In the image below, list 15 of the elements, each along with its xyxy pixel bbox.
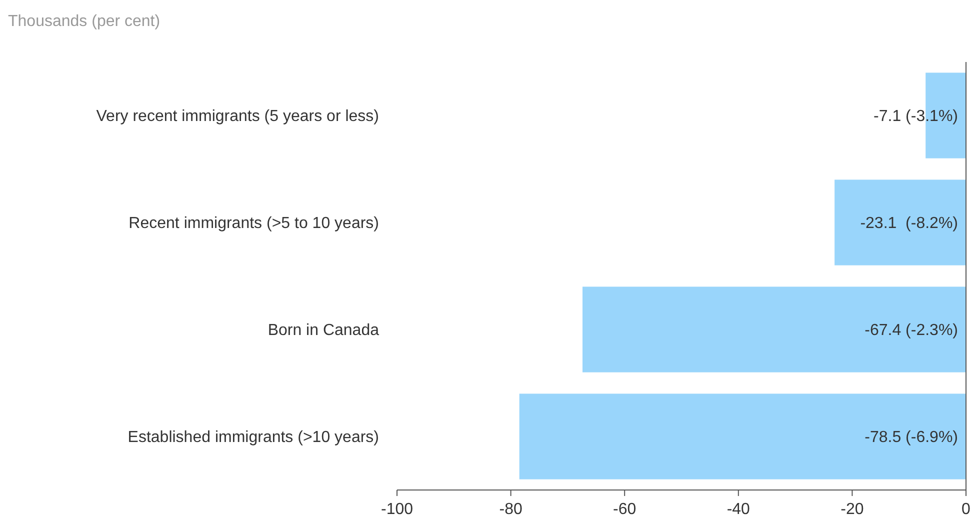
y-tick-label: Very recent immigrants (5 years or less) bbox=[96, 108, 379, 126]
x-tick-label: -40 bbox=[726, 501, 750, 518]
data-label: -67.4 (-2.3%) bbox=[864, 322, 958, 340]
x-tick-label: -60 bbox=[613, 501, 636, 518]
x-tick-label: -20 bbox=[840, 501, 864, 518]
text: Thousands (per cent) bbox=[8, 13, 160, 30]
x-tick-label: 0 bbox=[962, 501, 971, 518]
data-label: -7.1 (-3.1%) bbox=[874, 108, 958, 126]
y-tick-label: Recent immigrants (>5 to 10 years) bbox=[128, 215, 379, 232]
x-tick-label: -80 bbox=[499, 501, 522, 518]
data-label: -23.1 (-8.2%) bbox=[860, 215, 958, 232]
data-label: -78.5 (-6.9%) bbox=[864, 429, 958, 446]
y-tick-label: Established immigrants (>10 years) bbox=[128, 429, 379, 446]
y-tick-label: Born in Canada bbox=[268, 322, 380, 340]
x-tick-label: -100 bbox=[380, 501, 414, 518]
